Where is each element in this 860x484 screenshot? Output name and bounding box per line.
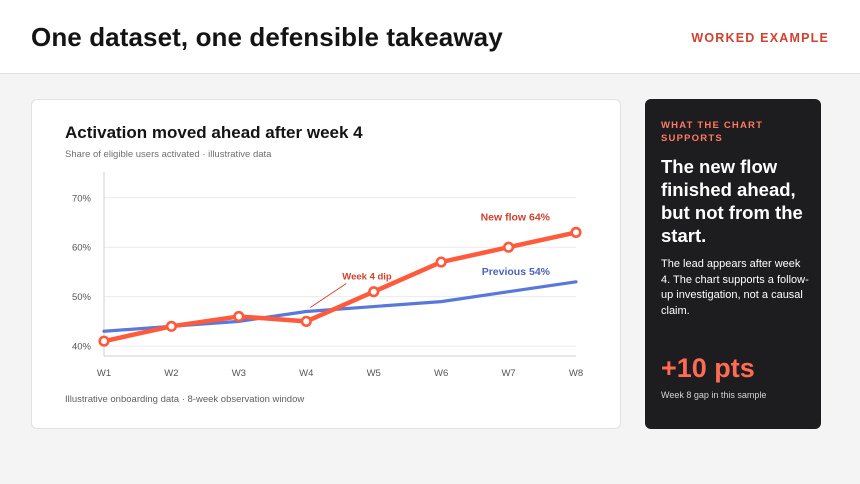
y-tick-label: 40% xyxy=(72,342,92,353)
chart-title: Activation moved ahead after week 4 xyxy=(65,123,363,142)
x-tick-label: W7 xyxy=(501,368,515,379)
gap-note: Week 8 gap in this sample xyxy=(661,390,767,400)
new-flow-point xyxy=(300,315,312,327)
x-tick-label: W6 xyxy=(434,368,448,379)
panel-headline: The new flow finished ahead, but not fro… xyxy=(661,156,803,246)
y-tick-label: 60% xyxy=(72,243,92,254)
chart-subtitle: Share of eligible users activated · illu… xyxy=(65,149,272,160)
new-flow-point xyxy=(165,320,178,332)
series xyxy=(98,226,582,347)
axes: 40% 50% 60% 70% W1 W2 W3 W4 W5 W6 W7 W8 xyxy=(72,172,583,379)
chart-labels: New flow 64% Previous 54% Week 4 dip xyxy=(310,211,551,308)
new-flow-point xyxy=(502,241,515,253)
x-tick-label: W5 xyxy=(367,368,381,379)
new-flow-point xyxy=(435,256,447,268)
x-tick-label: W3 xyxy=(232,368,246,379)
takeaway-panel: WHAT THE CHART SUPPORTS The new flow fin… xyxy=(645,99,821,429)
gap-figure: +10 pts xyxy=(661,353,755,383)
grid xyxy=(104,197,576,347)
line-chart: 40% 50% 60% 70% W1 W2 W3 W4 W5 W6 W7 W8 New flow 64… xyxy=(72,172,583,379)
chart-footnote: Illustrative onboarding data · 8-week ob… xyxy=(65,394,305,405)
annotation-leader xyxy=(310,283,347,308)
x-tick-label: W8 xyxy=(569,368,583,379)
new-flow-line xyxy=(101,230,579,344)
new-flow-point xyxy=(570,226,582,238)
panel-body: The lead appears after week 4. The chart… xyxy=(661,258,809,317)
page-title: One dataset, one defensible takeaway xyxy=(31,22,503,52)
x-tick-label: W4 xyxy=(299,368,313,379)
previous-label: Previous 54% xyxy=(482,266,551,278)
week4-dip-annotation: Week 4 dip xyxy=(342,272,392,283)
header: One dataset, one defensible takeaway WOR… xyxy=(0,0,860,74)
chart-card: Activation moved ahead after week 4 Shar… xyxy=(31,99,621,429)
y-tick-label: 50% xyxy=(72,292,92,303)
x-tick-label: W1 xyxy=(97,368,111,379)
panel-kicker: WHAT THE CHART SUPPORTS xyxy=(661,120,764,144)
new-flow-point xyxy=(368,286,380,298)
new-flow-label: New flow 64% xyxy=(481,211,551,223)
worked-example-tag: WORKED EXAMPLE xyxy=(691,31,829,45)
y-tick-label: 70% xyxy=(72,193,92,204)
new-flow-point xyxy=(98,335,110,347)
x-tick-label: W2 xyxy=(164,368,178,379)
new-flow-point xyxy=(233,310,245,323)
